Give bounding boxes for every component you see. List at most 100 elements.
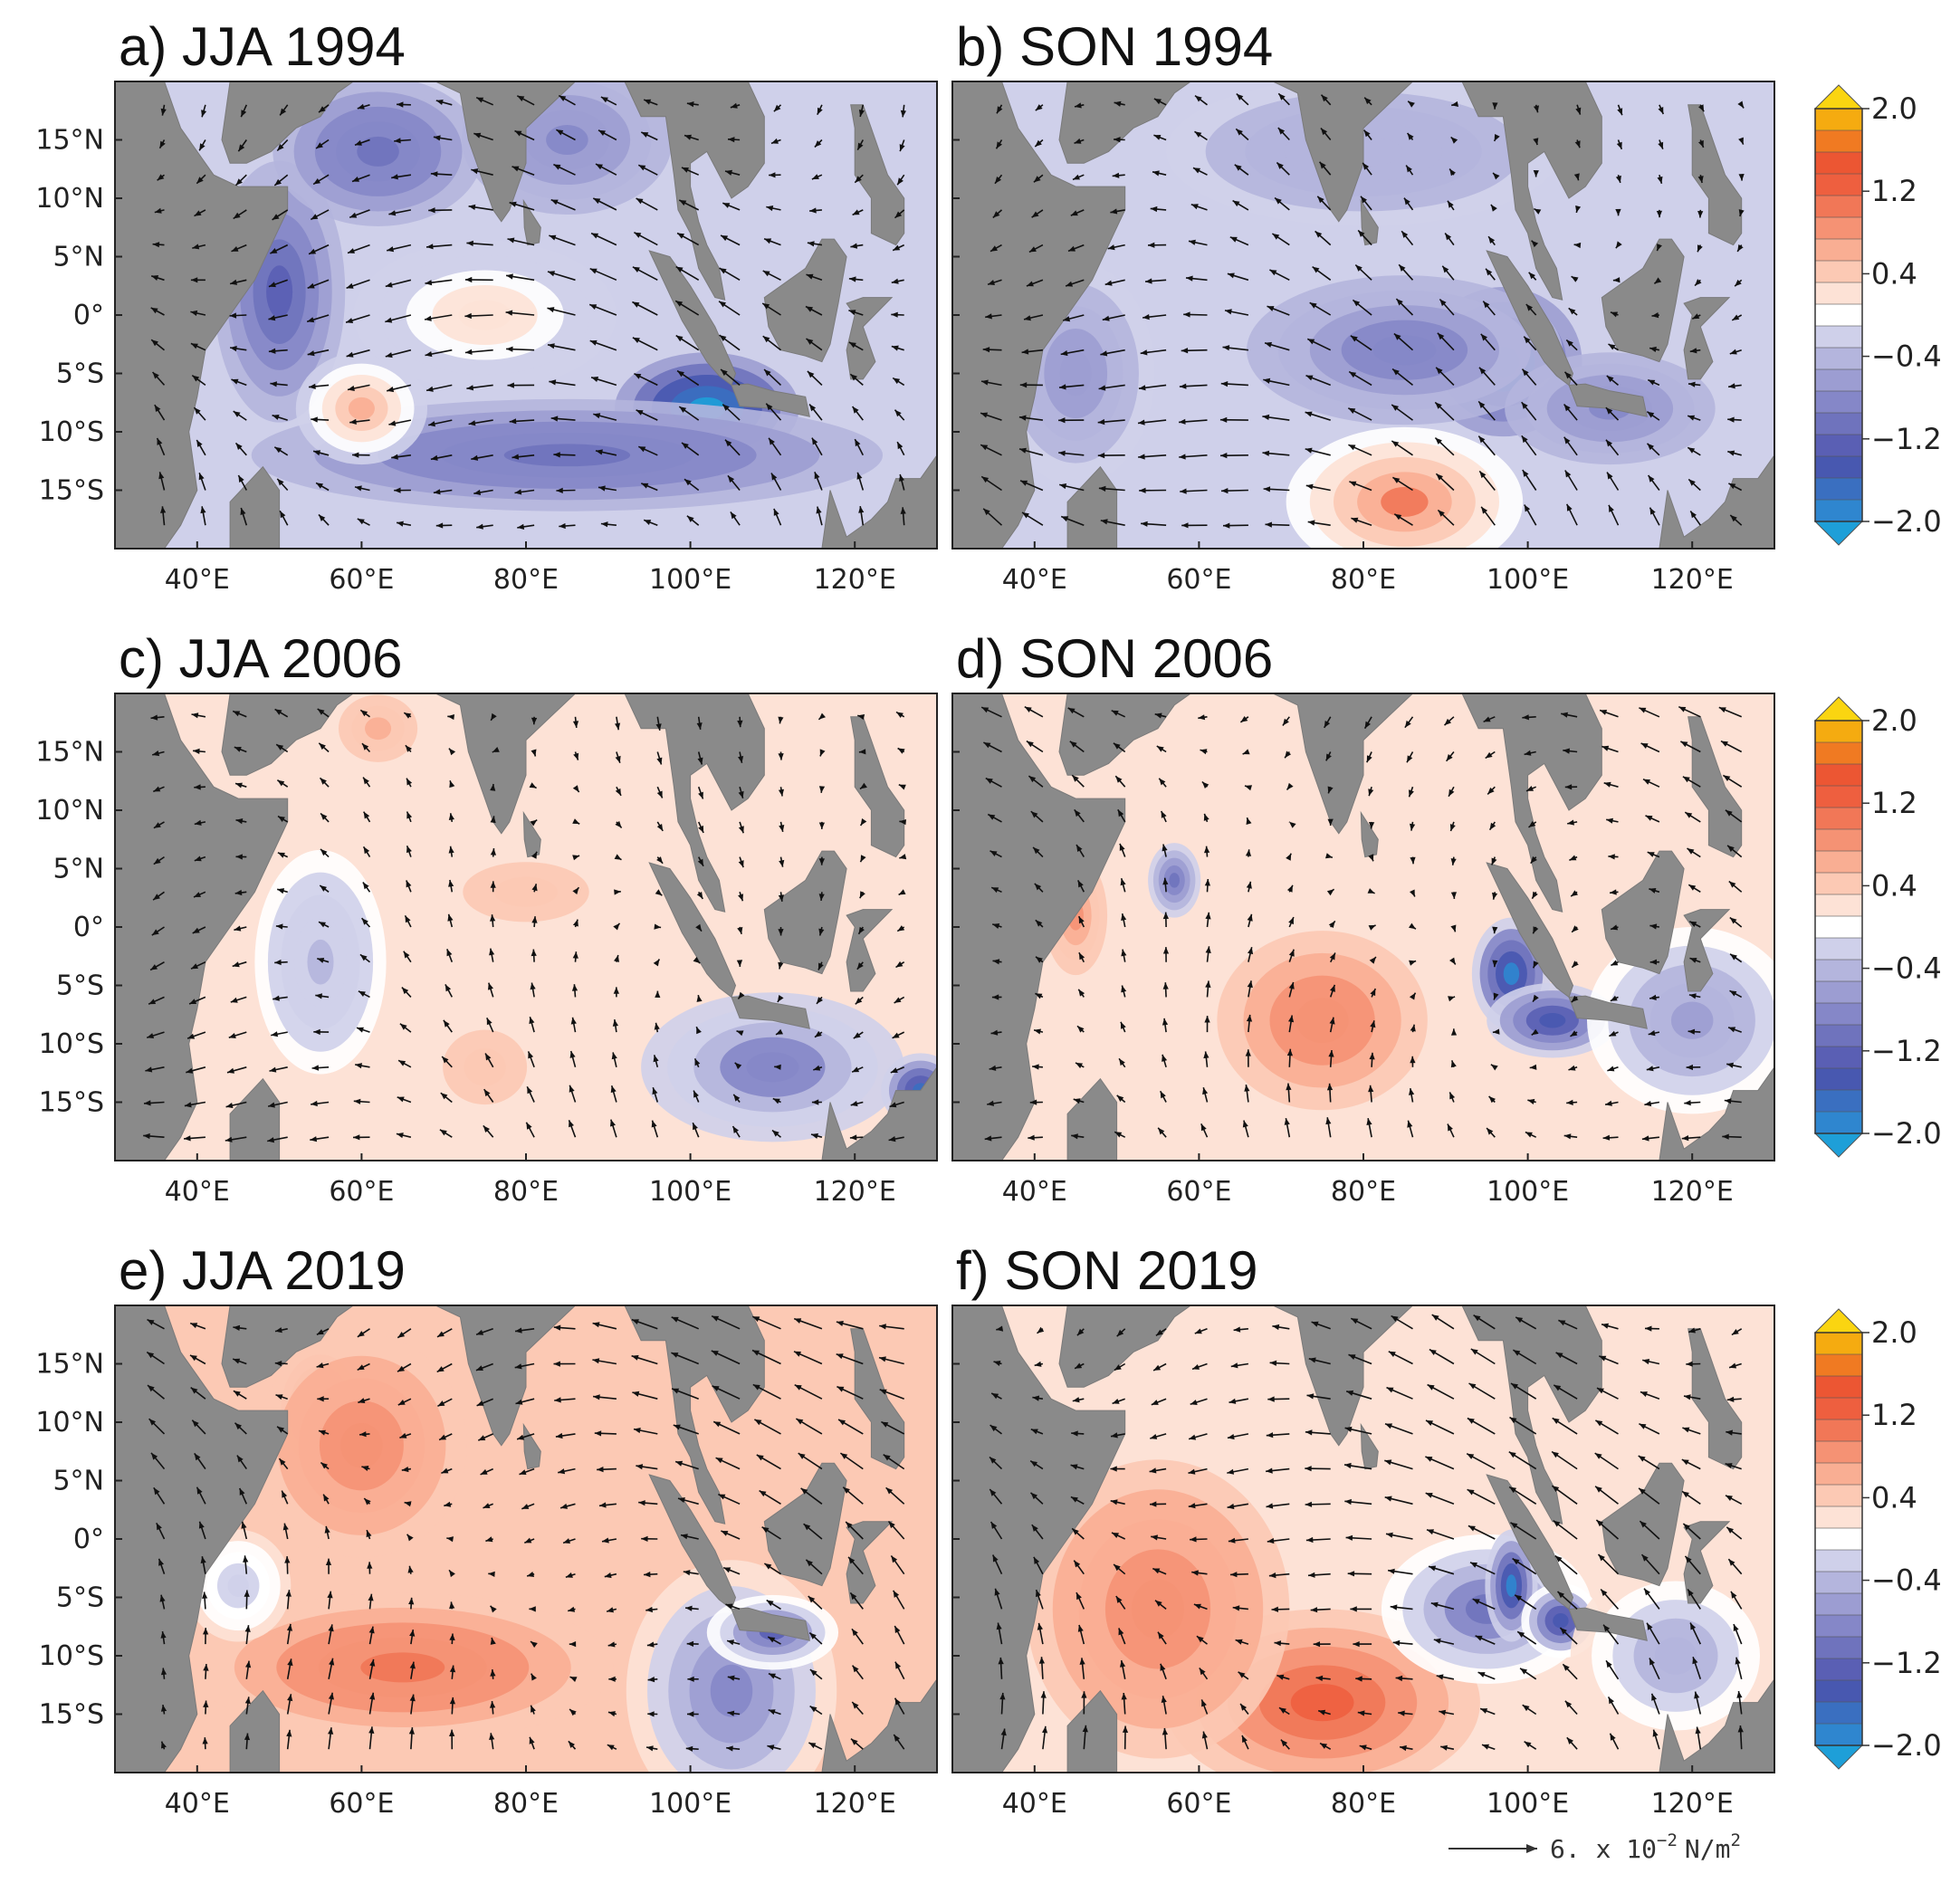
wind-vector-head (879, 1389, 887, 1395)
wind-vector-head (572, 855, 580, 861)
wind-vector-head (1031, 1525, 1038, 1532)
wind-vector-head (1289, 821, 1296, 828)
wind-vector-head (1409, 922, 1416, 930)
land-mask (846, 297, 894, 380)
wind-vector-head (1486, 268, 1493, 276)
wind-vector-head (1490, 205, 1497, 212)
wind-vector-head (348, 385, 355, 391)
wind-vector-head (1697, 244, 1703, 253)
land-mask (846, 909, 894, 992)
wind-vector-head (1522, 368, 1529, 377)
map-area (952, 693, 1774, 1161)
wind-vector-head (238, 475, 244, 483)
wind-vector-head (1557, 1591, 1564, 1599)
wind-vector-head (990, 1029, 999, 1036)
wind-vector-head (1219, 416, 1228, 423)
wind-vector-head (202, 1737, 208, 1744)
wind-vector-head (1572, 961, 1579, 968)
wind-vector-head (771, 138, 779, 144)
wind-vector-head (1313, 1641, 1321, 1648)
wind-vector-head (814, 472, 820, 480)
wind-vector-head (194, 784, 201, 790)
wind-vector-head (1116, 1329, 1124, 1337)
wind-vector-head (1391, 405, 1399, 411)
wind-vector-head (352, 452, 359, 458)
wind-vector-head (852, 406, 859, 414)
wind-vector-head (762, 303, 770, 310)
wind-vector-head (772, 1130, 779, 1137)
wind-vector-head (272, 995, 280, 1001)
wind-vector-head (190, 277, 198, 283)
wind-vector-head (154, 405, 161, 412)
colorbar-segment (1814, 129, 1863, 153)
colorbar-segment (1814, 434, 1863, 457)
wind-vector-head (1161, 1696, 1167, 1703)
wind-vector-head (1488, 1096, 1496, 1104)
wind-vector-head (719, 268, 727, 274)
land-mask (952, 1305, 1126, 1773)
wind-vector-head (1410, 1056, 1416, 1064)
wind-vector-head (798, 1453, 806, 1459)
x-tick-label: 80°E (493, 1788, 559, 1820)
wind-vector-head (1189, 1434, 1197, 1440)
wind-vector-head (241, 1521, 247, 1529)
wind-vector-head (287, 1658, 293, 1667)
land-mask (410, 81, 577, 223)
wind-vector-head (352, 177, 359, 182)
wind-vector-head (198, 1521, 205, 1529)
wind-vector-head (1152, 170, 1160, 177)
wind-vector-head (485, 1536, 493, 1543)
wind-vector-head (270, 248, 278, 253)
wind-vector-head (778, 929, 784, 936)
wind-vector-head (1324, 721, 1331, 728)
wind-vector-head (776, 1028, 783, 1035)
wind-vector-head (385, 317, 393, 323)
wind-vector-head (234, 1422, 242, 1430)
wind-vector-head (1033, 846, 1040, 855)
wind-vector-head (1697, 211, 1704, 218)
wind-vector-head (361, 918, 368, 925)
wind-vector-head (320, 848, 328, 856)
wind-vector-head (636, 409, 644, 416)
wind-vector-head (981, 707, 990, 713)
wind-vector-head (1119, 843, 1125, 851)
wind-vector-head (153, 1487, 160, 1496)
wind-vector-head (150, 714, 158, 721)
x-tick-label: 100°E (649, 564, 731, 596)
wind-vector-head (1154, 712, 1162, 719)
wind-vector-head (194, 819, 202, 826)
wind-vector-head (475, 1365, 483, 1371)
wind-vector-head (490, 784, 496, 791)
wind-vector-head (231, 246, 239, 252)
colorbar-segment (1814, 937, 1863, 961)
wind-vector-head (819, 749, 826, 757)
wind-vector-head (1266, 1503, 1274, 1509)
wind-vector-head (1735, 1657, 1741, 1665)
wind-vector-head (594, 1430, 602, 1437)
wind-vector-head (1305, 411, 1313, 417)
wind-vector-head (1074, 138, 1082, 144)
colorbar-segment (1814, 1397, 1863, 1420)
wind-vector-head (1531, 1028, 1539, 1036)
wind-vector-head (1641, 1554, 1649, 1562)
wind-vector-head (1568, 308, 1576, 315)
land-mask (410, 693, 577, 835)
wind-vector-head (346, 351, 354, 358)
wind-vector-head (1072, 1528, 1079, 1535)
wind-vector-head (1162, 1054, 1168, 1062)
wind-vector-head (1307, 339, 1315, 345)
wind-vector-head (984, 1135, 992, 1142)
wind-vector-head (888, 1521, 895, 1529)
wind-vector-head (992, 959, 1000, 965)
wind-vector-head (569, 1709, 577, 1716)
wind-vector-head (274, 446, 282, 454)
wind-vector-head (634, 1428, 641, 1434)
wind-vector-head (316, 1362, 324, 1369)
wind-vector-head (1439, 299, 1447, 307)
wind-vector-head (1113, 742, 1121, 750)
wind-vector-head (1596, 1520, 1603, 1527)
land-mask (850, 104, 905, 246)
wind-vector-head (320, 778, 327, 785)
wind-vector-head (1527, 1098, 1535, 1104)
wind-vector-head (1112, 1533, 1119, 1538)
